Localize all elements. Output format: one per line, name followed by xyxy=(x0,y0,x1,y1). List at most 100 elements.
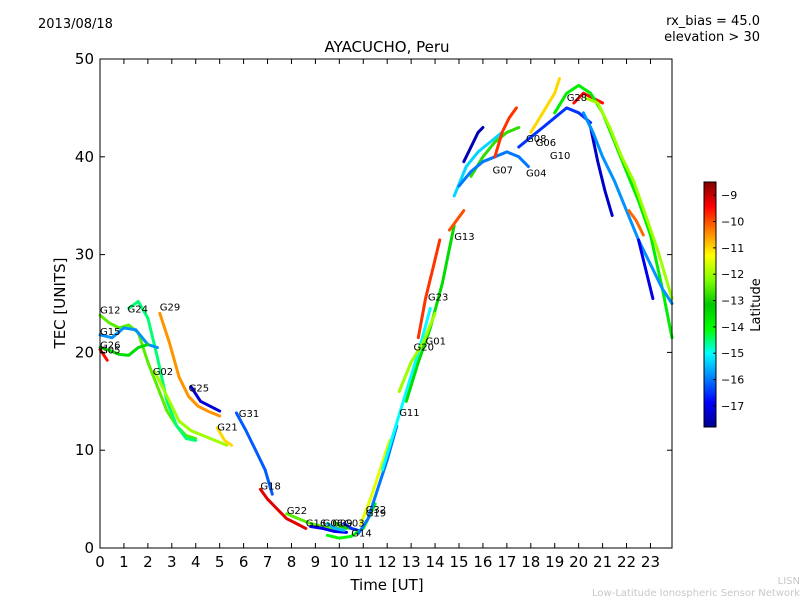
x-tick-label: 2 xyxy=(143,553,153,571)
series-line-g35 xyxy=(589,126,614,217)
y-tick-label: 0 xyxy=(84,539,94,557)
footer-org-long: Low-Latitude Ionospheric Sensor Network xyxy=(592,588,800,599)
satellite-label: G06 xyxy=(536,138,556,149)
satellite-label: G12 xyxy=(100,305,120,316)
series-line-g38 xyxy=(637,238,655,301)
series-line-g06 xyxy=(325,522,346,532)
satellite-label: G15 xyxy=(100,327,120,338)
series-line-g13 xyxy=(447,209,466,232)
series-line-g25 xyxy=(189,385,222,413)
satellite-label: G13 xyxy=(454,232,474,243)
x-tick-label: 3 xyxy=(167,553,177,571)
satellite-label: G25 xyxy=(189,384,209,395)
date-label: 2013/08/18 xyxy=(38,17,113,32)
series-line-g28 xyxy=(572,91,605,105)
series-line-g19 xyxy=(359,438,392,525)
series-line-g31 xyxy=(234,411,274,496)
x-tick-label: 10 xyxy=(330,553,349,571)
y-axis: 0 10 20 30 40 50 xyxy=(75,50,672,557)
satellite-label: G11 xyxy=(399,408,419,419)
x-axis: 0 1 2 3 4 5 6 7 8 9 10 11 12 13 14 15 16 17 18 19 20 21 22 23 xyxy=(95,59,660,571)
colorbar-label: Latitude xyxy=(749,278,764,332)
x-tick-label: 1 xyxy=(119,553,129,571)
series-line-g21 xyxy=(215,426,234,447)
x-tick-label: 12 xyxy=(378,553,397,571)
chart-title: AYACUCHO, Peru xyxy=(324,38,449,56)
colorbar-ticks: −9 −10 −11 −12 −13 −14 −15 −16 −17 xyxy=(713,189,744,413)
series-line-g30 xyxy=(529,77,561,134)
rx-bias-label: rx_bias = 45.0 xyxy=(666,14,760,29)
y-axis-label: TEC [UNITS] xyxy=(51,258,69,350)
x-tick-label: 17 xyxy=(497,553,516,571)
series-line-g24 xyxy=(127,300,198,442)
x-tick-label: 21 xyxy=(593,553,612,571)
bias-info: rx_bias = 45.0 elevation > 30 xyxy=(664,14,760,46)
series-line-g16 xyxy=(309,525,348,534)
series-line-g27 xyxy=(493,106,518,159)
series-line-g15 xyxy=(98,326,159,349)
series-line-g10 xyxy=(517,106,593,149)
colorbar-tick-label: −17 xyxy=(721,400,744,413)
satellite-label: G23 xyxy=(428,293,448,304)
x-tick-label: 20 xyxy=(569,553,588,571)
colorbar-tick-label: −10 xyxy=(721,216,744,229)
colorbar-tick-label: −16 xyxy=(721,374,744,387)
satellite-label: G22 xyxy=(287,506,307,517)
satellite-label: G01 xyxy=(426,337,446,348)
satellite-label: G20 xyxy=(414,342,434,353)
series-line-g18 xyxy=(258,487,308,530)
satellite-label: G10 xyxy=(550,151,570,162)
x-tick-label: 5 xyxy=(215,553,225,571)
x-tick-label: 6 xyxy=(239,553,249,571)
x-tick-label: 7 xyxy=(263,553,273,571)
satellite-label: G28 xyxy=(567,93,587,104)
series-line-g26 xyxy=(98,343,150,357)
x-tick-label: 23 xyxy=(641,553,660,571)
y-tick-label: 50 xyxy=(75,50,94,68)
x-tick-label: 9 xyxy=(311,553,321,571)
x-tick-label: 0 xyxy=(95,553,105,571)
satellite-label: G21 xyxy=(217,423,237,434)
x-tick-label: 15 xyxy=(449,553,468,571)
plot-frame xyxy=(99,58,673,549)
x-tick-label: 16 xyxy=(473,553,492,571)
satellite-label: G24 xyxy=(128,304,148,315)
x-tick-label: 8 xyxy=(287,553,297,571)
satellite-label: G19 xyxy=(366,509,386,520)
satellite-label: G09 xyxy=(332,519,352,530)
x-tick-label: 18 xyxy=(521,553,540,571)
satellite-label: G06 xyxy=(323,519,343,530)
colorbar-tick-label: −11 xyxy=(721,242,744,255)
satellite-label: G16 xyxy=(306,519,326,530)
satellite-label: G05 xyxy=(100,345,120,356)
series-line-g03 xyxy=(342,522,360,532)
series-line-g17 xyxy=(462,126,485,164)
satellite-label: G26 xyxy=(100,341,120,352)
footer: LISN Low-Latitude Ionospheric Sensor Net… xyxy=(592,576,800,600)
colorbar-tick-label: −15 xyxy=(721,347,744,360)
series-line-g33 xyxy=(553,83,674,340)
x-tick-label: 13 xyxy=(402,553,421,571)
satellite-label: G04 xyxy=(526,168,546,179)
elevation-label: elevation > 30 xyxy=(664,30,760,45)
satellite-label: G08 xyxy=(526,134,546,145)
x-tick-label: 22 xyxy=(617,553,636,571)
satellite-label: G02 xyxy=(153,367,173,378)
y-tick-label: 30 xyxy=(75,246,94,264)
satellite-label: G31 xyxy=(239,409,259,420)
colorbar-tick-label: −9 xyxy=(721,189,737,202)
series-line-g34 xyxy=(584,96,674,301)
series-layer xyxy=(98,77,674,540)
satellite-label: G18 xyxy=(260,481,280,492)
series-line-g11 xyxy=(380,306,432,472)
satellite-label: G07 xyxy=(493,165,513,176)
colorbar-tick-label: −14 xyxy=(721,321,744,334)
x-tick-label: 19 xyxy=(545,553,564,571)
y-tick-label: 40 xyxy=(75,148,94,166)
series-line-g37 xyxy=(627,209,645,237)
series-line-g20 xyxy=(397,311,437,393)
satellite-label: G14 xyxy=(351,528,371,539)
series-line-g36 xyxy=(581,111,674,305)
series-line-g29 xyxy=(158,311,222,418)
